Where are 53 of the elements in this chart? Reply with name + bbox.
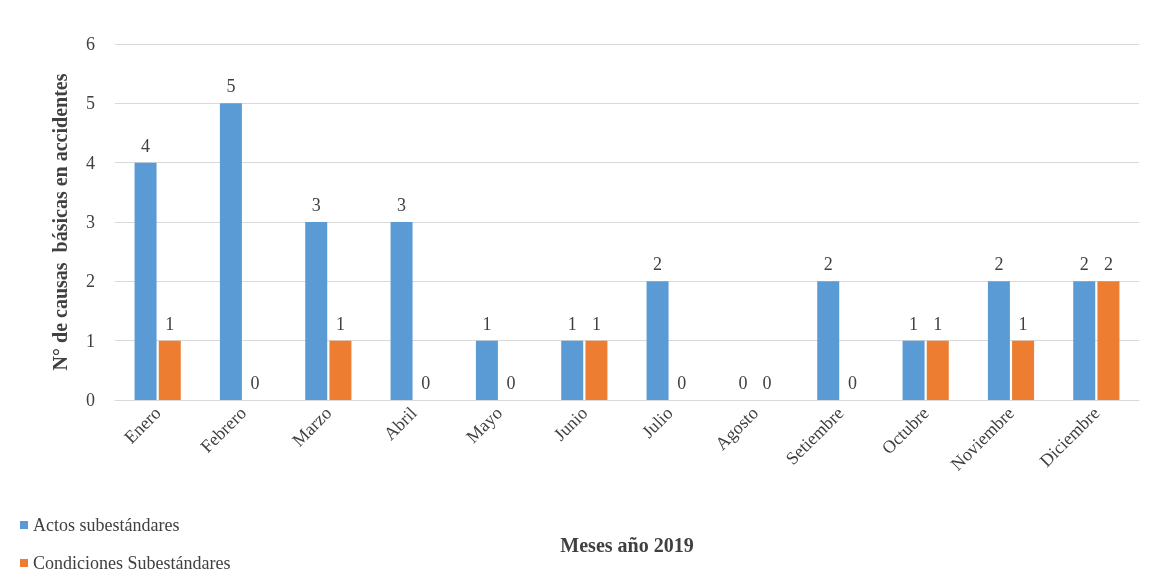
bar	[134, 162, 157, 400]
data-label: 1	[1018, 313, 1028, 334]
data-label: 1	[335, 313, 345, 334]
data-label: 2	[994, 254, 1004, 275]
data-label: 0	[421, 373, 431, 393]
data-label: 1	[567, 313, 577, 334]
bar	[646, 281, 669, 400]
bar	[329, 340, 352, 400]
data-label: 1	[482, 313, 492, 334]
data-label: 3	[311, 195, 321, 215]
data-label: 0	[677, 373, 687, 393]
bar	[475, 340, 498, 400]
y-tick-label: 2	[86, 271, 95, 292]
data-label: 0	[762, 373, 772, 393]
bar	[987, 281, 1010, 400]
y-tick-label: 6	[86, 34, 95, 54]
data-label: 3	[397, 195, 407, 215]
legend-label: Condiciones Subestándares	[33, 553, 231, 573]
bar	[561, 340, 584, 400]
data-label: 2	[653, 254, 663, 275]
bar	[1012, 340, 1035, 400]
x-axis-title: Meses año 2019	[560, 534, 694, 556]
data-label: 1	[909, 313, 919, 334]
data-label: 2	[1079, 254, 1089, 275]
bar	[1073, 281, 1096, 400]
legend-label: Actos subestándares	[33, 515, 180, 535]
data-label: 1	[933, 313, 943, 334]
y-tick-label: 5	[86, 93, 95, 114]
data-label: 0	[250, 373, 260, 393]
data-label: 1	[165, 313, 175, 334]
x-tick-label: Julio	[637, 402, 677, 442]
y-axis-title: N° de causas básicas en accidentes	[49, 73, 71, 371]
bar	[158, 340, 181, 400]
bar	[219, 103, 242, 400]
bar	[390, 222, 413, 400]
data-label: 1	[591, 313, 601, 334]
bar	[926, 340, 949, 400]
data-label: 0	[847, 373, 857, 393]
data-label: 0	[506, 373, 516, 393]
data-label: 2	[1103, 254, 1113, 275]
y-tick-label: 3	[86, 212, 95, 232]
data-label: 5	[226, 76, 236, 97]
y-tick-label: 1	[86, 330, 95, 351]
bar	[817, 281, 840, 400]
data-label: 2	[823, 254, 833, 275]
y-tick-label: 0	[86, 390, 95, 410]
bar	[902, 340, 925, 400]
y-tick-label: 4	[86, 152, 95, 173]
bar	[305, 222, 328, 400]
data-label: 4	[141, 135, 151, 156]
bar	[1097, 281, 1120, 400]
bar	[585, 340, 608, 400]
data-label: 0	[738, 373, 748, 393]
